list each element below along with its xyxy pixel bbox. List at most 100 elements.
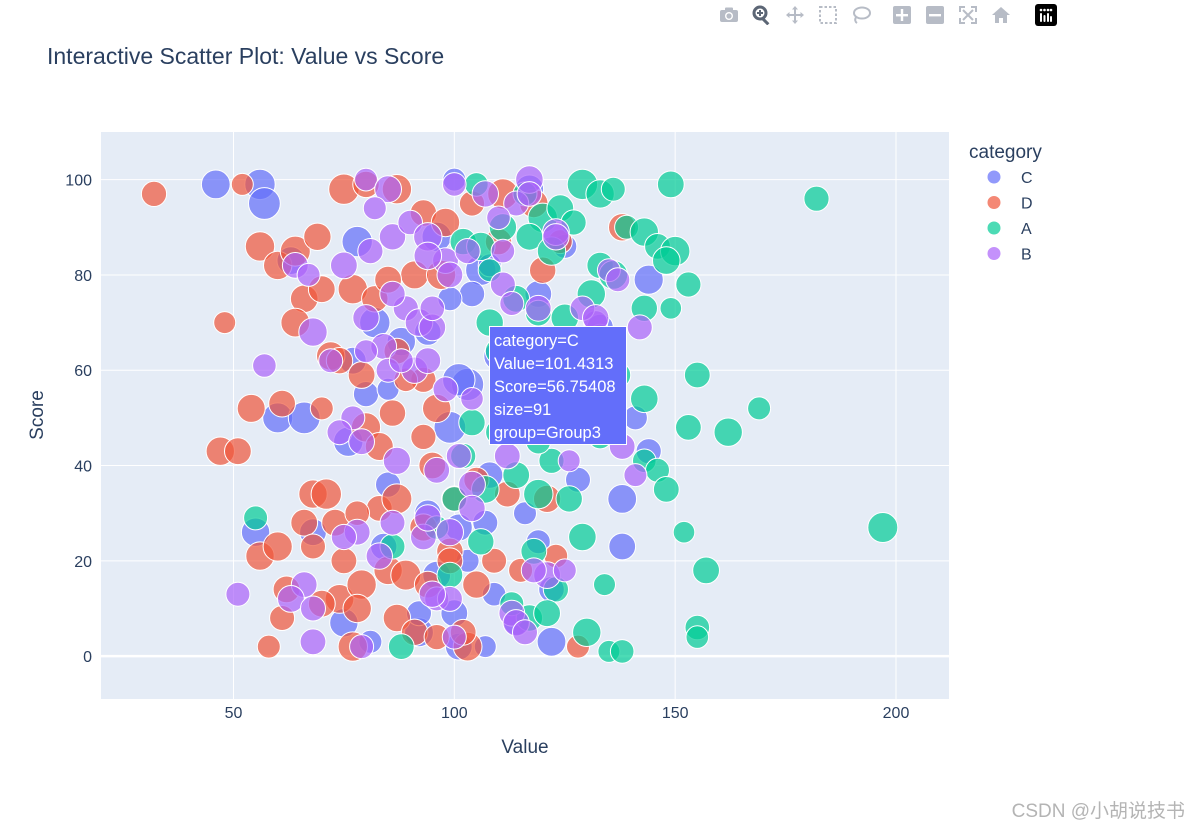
data-point[interactable] bbox=[555, 485, 583, 513]
data-point[interactable] bbox=[348, 428, 376, 456]
data-point[interactable] bbox=[330, 251, 358, 280]
data-point[interactable] bbox=[557, 449, 581, 473]
data-point[interactable] bbox=[236, 393, 266, 423]
legend-item-C[interactable]: C bbox=[986, 169, 1033, 187]
data-point[interactable] bbox=[499, 291, 525, 316]
data-point[interactable] bbox=[533, 599, 561, 628]
data-point[interactable] bbox=[713, 417, 743, 447]
data-point[interactable] bbox=[683, 361, 711, 389]
data-point[interactable] bbox=[200, 169, 231, 200]
data-point[interactable] bbox=[330, 547, 358, 575]
legend-item-A[interactable]: A bbox=[986, 220, 1032, 238]
data-point[interactable] bbox=[352, 304, 380, 332]
data-point[interactable] bbox=[230, 172, 254, 196]
plotly-logo-icon[interactable] bbox=[1035, 4, 1057, 26]
data-point[interactable] bbox=[458, 494, 486, 523]
data-point[interactable] bbox=[318, 348, 344, 374]
data-point[interactable] bbox=[867, 512, 899, 543]
data-point[interactable] bbox=[652, 476, 680, 503]
data-point[interactable] bbox=[248, 187, 281, 220]
data-point[interactable] bbox=[675, 414, 702, 441]
data-point[interactable] bbox=[362, 196, 387, 221]
lasso-select-icon[interactable] bbox=[850, 4, 872, 26]
data-point[interactable] bbox=[633, 264, 664, 295]
data-point[interactable] bbox=[299, 628, 327, 656]
data-point[interactable] bbox=[268, 389, 297, 418]
data-point[interactable] bbox=[432, 376, 459, 403]
data-point[interactable] bbox=[243, 505, 269, 531]
data-point[interactable] bbox=[378, 223, 407, 251]
data-point[interactable] bbox=[140, 180, 168, 207]
data-point[interactable] bbox=[365, 542, 393, 570]
data-point[interactable] bbox=[656, 170, 685, 199]
data-point[interactable] bbox=[423, 456, 451, 484]
data-point[interactable] bbox=[516, 181, 543, 207]
data-point[interactable] bbox=[381, 483, 413, 515]
data-point[interactable] bbox=[378, 399, 407, 427]
data-point[interactable] bbox=[374, 175, 403, 204]
reset-axes-icon[interactable] bbox=[990, 4, 1012, 26]
data-point[interactable] bbox=[458, 280, 486, 308]
data-point[interactable] bbox=[300, 533, 326, 560]
data-point[interactable] bbox=[342, 593, 372, 624]
data-point[interactable] bbox=[330, 523, 357, 551]
data-point[interactable] bbox=[303, 222, 332, 252]
data-point[interactable] bbox=[458, 408, 486, 437]
data-point[interactable] bbox=[309, 396, 334, 421]
legend-item-D[interactable]: D bbox=[986, 195, 1033, 213]
data-point[interactable] bbox=[379, 509, 406, 536]
pan-icon[interactable] bbox=[784, 4, 806, 26]
data-point[interactable] bbox=[310, 478, 342, 510]
data-point[interactable] bbox=[481, 547, 508, 574]
data-point[interactable] bbox=[388, 348, 414, 374]
data-point[interactable] bbox=[441, 624, 467, 650]
data-point[interactable] bbox=[572, 617, 602, 647]
data-point[interactable] bbox=[349, 634, 375, 660]
data-point[interactable] bbox=[471, 180, 499, 208]
box-select-icon[interactable] bbox=[817, 4, 839, 26]
data-point[interactable] bbox=[252, 353, 277, 378]
zoom-in-icon[interactable] bbox=[891, 4, 913, 26]
data-point[interactable] bbox=[542, 223, 570, 251]
data-point[interactable] bbox=[524, 294, 552, 322]
autoscale-icon[interactable] bbox=[957, 4, 979, 26]
data-point[interactable] bbox=[414, 504, 442, 532]
data-point[interactable] bbox=[568, 522, 597, 552]
data-point[interactable] bbox=[414, 347, 442, 375]
data-point[interactable] bbox=[605, 267, 631, 293]
data-point[interactable] bbox=[290, 508, 319, 537]
data-point[interactable] bbox=[458, 470, 486, 499]
data-point[interactable] bbox=[608, 532, 637, 561]
data-point[interactable] bbox=[552, 558, 577, 583]
data-point[interactable] bbox=[379, 280, 406, 308]
data-point[interactable] bbox=[387, 633, 415, 660]
data-point[interactable] bbox=[262, 531, 293, 562]
data-point[interactable] bbox=[445, 443, 472, 469]
data-point[interactable] bbox=[609, 639, 635, 664]
data-point[interactable] bbox=[435, 518, 464, 547]
data-point[interactable] bbox=[382, 446, 411, 475]
data-point[interactable] bbox=[626, 314, 653, 341]
data-point[interactable] bbox=[467, 528, 495, 556]
data-point[interactable] bbox=[410, 423, 437, 450]
data-point[interactable] bbox=[354, 339, 378, 364]
legend-item-B[interactable]: B bbox=[986, 246, 1032, 264]
data-point[interactable] bbox=[213, 311, 237, 335]
data-point[interactable] bbox=[607, 484, 638, 514]
data-point[interactable] bbox=[600, 176, 626, 202]
data-point[interactable] bbox=[296, 262, 321, 287]
data-point[interactable] bbox=[436, 261, 464, 289]
data-point[interactable] bbox=[803, 185, 830, 212]
data-point[interactable] bbox=[513, 501, 537, 526]
data-point[interactable] bbox=[256, 634, 281, 659]
data-point[interactable] bbox=[659, 297, 683, 320]
data-point[interactable] bbox=[300, 595, 326, 622]
data-point[interactable] bbox=[675, 271, 702, 298]
data-point[interactable] bbox=[462, 570, 491, 599]
data-point[interactable] bbox=[442, 172, 467, 197]
data-point[interactable] bbox=[512, 619, 538, 646]
data-point[interactable] bbox=[493, 442, 521, 470]
data-point[interactable] bbox=[685, 625, 710, 649]
data-point[interactable] bbox=[298, 317, 328, 347]
data-point[interactable] bbox=[672, 520, 696, 544]
